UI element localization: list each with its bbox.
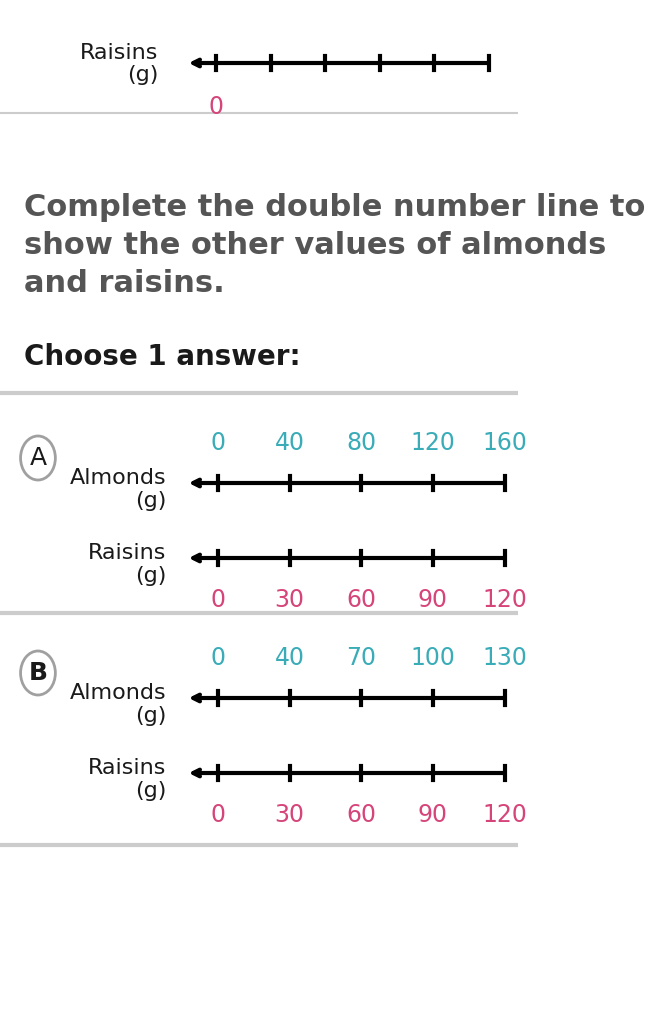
Text: 90: 90 <box>418 803 448 827</box>
Text: 30: 30 <box>274 588 305 612</box>
Text: (g): (g) <box>135 781 166 801</box>
Text: 90: 90 <box>418 588 448 612</box>
Text: 120: 120 <box>482 588 527 612</box>
Text: Raisins: Raisins <box>80 43 158 63</box>
Text: 120: 120 <box>411 431 455 455</box>
Text: Raisins: Raisins <box>88 758 166 778</box>
Text: B: B <box>28 661 47 685</box>
Text: Raisins: Raisins <box>88 543 166 563</box>
Text: 60: 60 <box>346 803 376 827</box>
Text: 100: 100 <box>411 646 455 670</box>
Text: 40: 40 <box>274 646 305 670</box>
Text: Complete the double number line to
show the other values of almonds
and raisins.: Complete the double number line to show … <box>24 193 645 299</box>
Text: (g): (g) <box>127 65 158 85</box>
Text: 0: 0 <box>210 803 225 827</box>
Text: (g): (g) <box>135 566 166 586</box>
Text: 0: 0 <box>210 431 225 455</box>
Text: Almonds: Almonds <box>69 468 166 488</box>
Text: Almonds: Almonds <box>69 683 166 703</box>
Text: 160: 160 <box>482 431 527 455</box>
Text: 30: 30 <box>274 803 305 827</box>
Text: 70: 70 <box>346 646 376 670</box>
Text: 130: 130 <box>482 646 527 670</box>
Text: (g): (g) <box>135 491 166 511</box>
Text: Choose 1 answer:: Choose 1 answer: <box>24 343 301 371</box>
Text: 60: 60 <box>346 588 376 612</box>
Text: (g): (g) <box>135 706 166 726</box>
Text: 40: 40 <box>274 431 305 455</box>
Text: 0: 0 <box>209 95 224 119</box>
Text: 0: 0 <box>210 588 225 612</box>
Text: 0: 0 <box>210 646 225 670</box>
Text: A: A <box>29 446 47 470</box>
Text: 120: 120 <box>482 803 527 827</box>
Text: 80: 80 <box>346 431 376 455</box>
